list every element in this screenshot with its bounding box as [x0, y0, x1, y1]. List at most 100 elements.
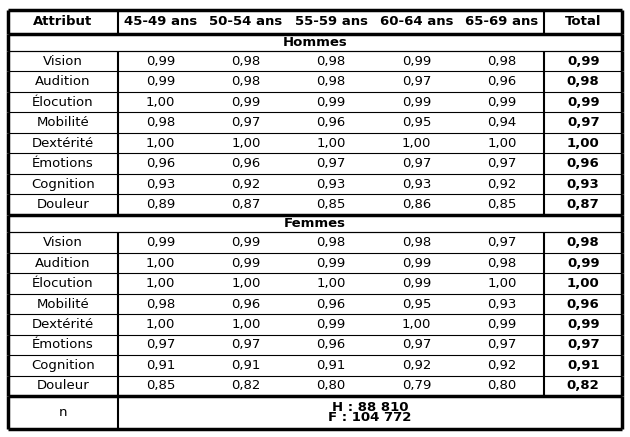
Text: 0,97: 0,97 [402, 75, 431, 88]
Text: H : 88 810: H : 88 810 [331, 401, 408, 414]
Text: 0,85: 0,85 [316, 198, 346, 211]
Text: 0,80: 0,80 [487, 379, 517, 392]
Text: 0,97: 0,97 [316, 157, 346, 170]
Text: 0,96: 0,96 [316, 116, 346, 129]
Text: 0,94: 0,94 [487, 116, 517, 129]
Text: Émotions: Émotions [32, 157, 94, 170]
Text: Total: Total [565, 15, 602, 28]
Text: 0,99: 0,99 [231, 236, 260, 249]
Text: 0,99: 0,99 [146, 75, 175, 88]
Text: 0,97: 0,97 [231, 339, 261, 351]
Text: 0,96: 0,96 [231, 298, 260, 311]
Text: Cognition: Cognition [31, 178, 94, 191]
Text: 0,93: 0,93 [402, 178, 431, 191]
Text: Mobilité: Mobilité [37, 298, 89, 311]
Text: 1,00: 1,00 [567, 137, 600, 150]
Text: 0,91: 0,91 [231, 359, 261, 372]
Text: 0,99: 0,99 [146, 55, 175, 68]
Text: 0,92: 0,92 [487, 178, 517, 191]
Text: 1,00: 1,00 [316, 277, 346, 290]
Text: 1,00: 1,00 [146, 318, 175, 331]
Text: 1,00: 1,00 [402, 137, 431, 150]
Text: Dextérité: Dextérité [32, 137, 94, 150]
Text: 0,86: 0,86 [402, 198, 431, 211]
Text: 1,00: 1,00 [487, 277, 517, 290]
Text: 60-64 ans: 60-64 ans [380, 15, 453, 28]
Text: 0,97: 0,97 [487, 157, 517, 170]
Text: 0,92: 0,92 [231, 178, 261, 191]
Text: 0,97: 0,97 [567, 339, 600, 351]
Text: 0,98: 0,98 [487, 55, 517, 68]
Text: Audition: Audition [35, 257, 91, 270]
Text: 0,91: 0,91 [146, 359, 175, 372]
Text: 1,00: 1,00 [402, 318, 431, 331]
Text: Femmes: Femmes [284, 217, 346, 230]
Text: Mobilité: Mobilité [37, 116, 89, 129]
Text: 0,96: 0,96 [487, 75, 517, 88]
Text: Vision: Vision [43, 55, 83, 68]
Text: Douleur: Douleur [37, 198, 89, 211]
Text: 0,96: 0,96 [567, 157, 600, 170]
Text: 0,98: 0,98 [567, 236, 600, 249]
Text: 0,98: 0,98 [146, 298, 175, 311]
Text: 0,99: 0,99 [567, 318, 600, 331]
Text: 0,89: 0,89 [146, 198, 175, 211]
Text: 45-49 ans: 45-49 ans [124, 15, 197, 28]
Text: 55-59 ans: 55-59 ans [295, 15, 368, 28]
Text: 0,99: 0,99 [402, 96, 431, 109]
Text: 0,80: 0,80 [316, 379, 346, 392]
Text: 0,99: 0,99 [316, 318, 346, 331]
Text: 0,87: 0,87 [231, 198, 261, 211]
Text: 0,99: 0,99 [316, 257, 346, 270]
Text: 0,97: 0,97 [567, 116, 600, 129]
Text: 0,95: 0,95 [402, 298, 431, 311]
Text: 0,96: 0,96 [567, 298, 600, 311]
Text: 0,98: 0,98 [487, 257, 517, 270]
Text: 1,00: 1,00 [146, 277, 175, 290]
Text: 0,99: 0,99 [231, 257, 260, 270]
Text: 0,96: 0,96 [146, 157, 175, 170]
Text: 0,92: 0,92 [402, 359, 431, 372]
Text: 0,93: 0,93 [146, 178, 175, 191]
Text: 0,93: 0,93 [567, 178, 600, 191]
Text: 0,99: 0,99 [402, 277, 431, 290]
Text: 1,00: 1,00 [567, 277, 600, 290]
Text: 0,98: 0,98 [567, 75, 600, 88]
Text: 0,98: 0,98 [231, 75, 260, 88]
Text: 0,99: 0,99 [567, 257, 600, 270]
Text: 0,99: 0,99 [487, 318, 517, 331]
Text: 0,97: 0,97 [487, 236, 517, 249]
Text: 0,82: 0,82 [567, 379, 600, 392]
Text: Hommes: Hommes [283, 36, 347, 49]
Text: 0,91: 0,91 [567, 359, 600, 372]
Text: 0,98: 0,98 [402, 236, 431, 249]
Text: 1,00: 1,00 [146, 257, 175, 270]
Text: 0,93: 0,93 [487, 298, 517, 311]
Text: 0,99: 0,99 [402, 257, 431, 270]
Text: 0,98: 0,98 [316, 55, 346, 68]
Text: 0,97: 0,97 [402, 157, 431, 170]
Text: Audition: Audition [35, 75, 91, 88]
Text: 0,99: 0,99 [487, 96, 517, 109]
Text: 1,00: 1,00 [487, 137, 517, 150]
Text: 0,85: 0,85 [487, 198, 517, 211]
Text: 1,00: 1,00 [316, 137, 346, 150]
Text: Attribut: Attribut [33, 15, 93, 28]
Text: Élocution: Élocution [32, 277, 94, 290]
Text: 65-69 ans: 65-69 ans [465, 15, 539, 28]
Text: 0,92: 0,92 [487, 359, 517, 372]
Text: 0,97: 0,97 [402, 339, 431, 351]
Text: 0,96: 0,96 [231, 157, 260, 170]
Text: 1,00: 1,00 [231, 277, 261, 290]
Text: 1,00: 1,00 [231, 318, 261, 331]
Text: 0,98: 0,98 [231, 55, 260, 68]
Text: 0,99: 0,99 [316, 96, 346, 109]
Text: Émotions: Émotions [32, 339, 94, 351]
Text: 1,00: 1,00 [231, 137, 261, 150]
Text: 0,97: 0,97 [146, 339, 175, 351]
Text: Vision: Vision [43, 236, 83, 249]
Text: 0,98: 0,98 [316, 75, 346, 88]
Text: n: n [59, 406, 67, 419]
Text: 0,99: 0,99 [567, 96, 600, 109]
Text: F : 104 772: F : 104 772 [328, 411, 411, 424]
